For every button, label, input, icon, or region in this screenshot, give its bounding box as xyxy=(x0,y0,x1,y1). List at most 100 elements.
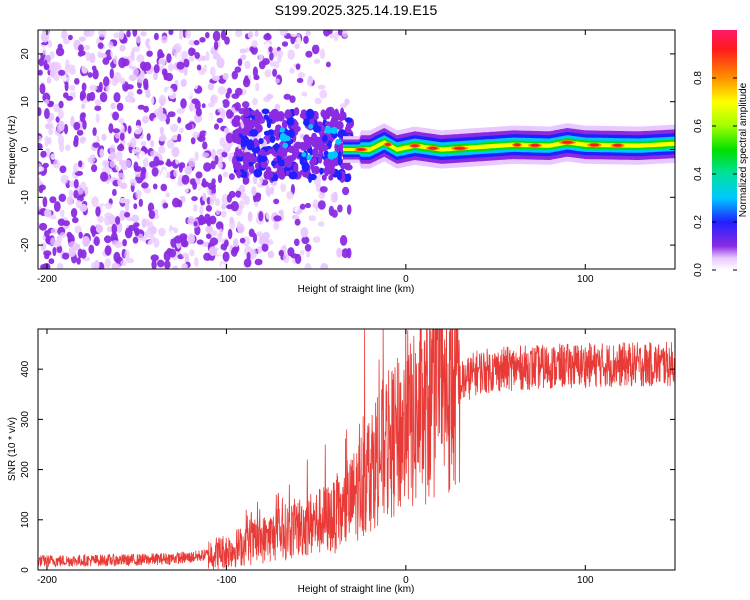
spectrogram-noise-blob xyxy=(116,84,124,94)
spectrogram-noise-blob xyxy=(101,133,107,141)
spectrogram-noise-blob xyxy=(208,246,218,257)
spectrogram-cluster-blob xyxy=(345,161,351,169)
spectrogram-noise-blob xyxy=(97,215,104,223)
spectrogram-noise-blob xyxy=(238,184,246,194)
spectrogram-ridge-peak-core xyxy=(384,142,391,146)
spectrogram-noise-blob xyxy=(153,156,160,167)
spectrogram-noise-blob xyxy=(258,53,264,62)
spectrogram-ridge-peak-core xyxy=(513,143,521,147)
spectrogram-noise-blob xyxy=(72,217,79,224)
spectrogram-noise-blob xyxy=(189,102,194,112)
spectrogram-noise-blob xyxy=(168,30,174,36)
spectrogram-cluster-blob xyxy=(288,171,298,180)
spectrogram-noise-blob xyxy=(317,84,326,90)
spectrogram-noise-blob xyxy=(113,251,121,263)
spectrogram-noise-blob xyxy=(166,87,174,96)
spectrogram-noise-blob xyxy=(200,30,205,37)
spectrogram-cluster-blob xyxy=(304,140,312,150)
spectrogram-cluster-blob xyxy=(271,160,276,167)
snr-y-tick-label: 300 xyxy=(20,411,31,428)
spectrogram-noise-blob xyxy=(188,157,196,168)
spectrogram-noise-blob xyxy=(85,51,91,62)
spectrogram-noise-blob xyxy=(281,41,289,47)
spectrogram-noise-blob xyxy=(327,30,333,35)
spectrogram-noise-blob xyxy=(268,46,273,53)
spectrogram-noise-blob xyxy=(101,205,107,214)
spectrogram-ridge-peak-core xyxy=(428,146,438,150)
spectrogram-noise-blob xyxy=(206,64,211,75)
spectrogram-cluster-blob xyxy=(323,111,330,119)
spectrogram-noise-blob xyxy=(307,75,314,85)
spectrogram-noise-blob xyxy=(191,48,196,55)
spectrogram-cluster-peak xyxy=(330,126,338,135)
spectrogram-noise-blob xyxy=(112,188,117,197)
spectrogram-noise-blob xyxy=(221,99,230,108)
spectrogram-noise-blob xyxy=(295,37,302,44)
colorbar-tick-label: 0.0 xyxy=(693,263,704,277)
spectrogram-ridge-peak-core xyxy=(453,146,466,150)
spectrogram-noise-blob xyxy=(262,237,270,244)
spectrogram-noise-blob xyxy=(312,260,319,265)
spectrogram-x-ticks: -200 -100 0 100 xyxy=(37,30,594,285)
spectrogram-noise-blob xyxy=(239,48,247,54)
spectrogram-cluster-peak xyxy=(282,142,289,149)
spectrogram-cluster-blob xyxy=(235,170,242,177)
spectrogram-noise-blob xyxy=(78,160,83,168)
spectrogram-cluster-blob xyxy=(267,148,275,154)
spectrogram-cluster-blob xyxy=(321,174,327,181)
spectrogram-cluster-blob xyxy=(260,155,268,162)
spectrogram-noise-blob xyxy=(181,174,190,185)
spectrogram-cluster-peak xyxy=(331,151,338,159)
spectrogram-noise-blob xyxy=(261,58,270,65)
spectrogram-noise-blob xyxy=(178,163,183,173)
spectrogram-noise-blob xyxy=(179,127,184,133)
spectrogram-noise-blob xyxy=(218,161,223,170)
spectrogram-noise-blob xyxy=(341,30,348,38)
spectrogram-noise-blob xyxy=(194,100,201,110)
spectrogram-noise-blob xyxy=(312,34,320,46)
spectrogram-cluster-peak xyxy=(335,138,342,145)
spectrogram-noise-blob xyxy=(249,82,256,91)
spectrogram-noise-blob xyxy=(134,170,141,178)
spectrogram-cluster-blob xyxy=(286,117,295,126)
spectrogram-noise-blob xyxy=(132,68,139,76)
spectrogram-noise-blob xyxy=(157,259,165,268)
spectrogram-noise-blob xyxy=(113,55,118,65)
spectrogram-noise-blob xyxy=(142,157,149,168)
spectrogram-cluster-blob xyxy=(263,130,270,136)
snr-x-tick-label: -100 xyxy=(216,575,236,586)
spectrogram-noise-blob xyxy=(320,262,329,269)
spectrogram-noise-blob xyxy=(41,242,47,250)
spectrogram-noise-blob xyxy=(308,207,317,216)
spectrogram-noise-blob xyxy=(89,52,96,64)
spectrogram-noise-blob xyxy=(138,151,146,161)
spectrogram-noise-blob xyxy=(177,116,182,124)
spectrogram-noise-blob xyxy=(77,188,84,195)
spectrogram-noise-blob xyxy=(130,60,138,67)
spectrogram-noise-blob xyxy=(103,76,110,87)
spectrogram-noise-blob xyxy=(294,253,302,265)
spectrogram-noise-blob xyxy=(254,201,259,208)
colorbar-tick-label: 0.4 xyxy=(693,167,704,181)
spectrogram-noise-blob xyxy=(73,138,79,148)
spectrogram-noise-blob xyxy=(346,204,352,215)
spectrogram-noise-blob xyxy=(38,186,44,194)
colorbar-ticks: 0.0 0.2 0.4 0.6 0.8 xyxy=(693,71,737,277)
spectrogram-noise-blob xyxy=(191,196,198,202)
spectrogram-noise-blob xyxy=(182,187,189,194)
spectrogram-cluster-blob xyxy=(341,111,347,121)
spectrogram-noise-blob xyxy=(143,188,151,194)
spectrogram-noise-blob xyxy=(57,134,65,146)
spectrogram-noise-blob xyxy=(207,83,214,91)
spectrogram-noise-blob xyxy=(181,252,189,258)
spectrogram-noise-blob xyxy=(225,132,234,144)
spectrogram-noise-blob xyxy=(127,125,132,134)
spectrogram-noise-blob xyxy=(293,57,298,64)
spectrogram-cluster-blob xyxy=(293,162,299,174)
spectrogram-noise-blob xyxy=(254,30,259,37)
spectrogram-noise-blob xyxy=(221,151,228,158)
spectrogram-noise-blob xyxy=(91,226,96,238)
spectrogram-noise-blob xyxy=(173,188,182,196)
spectrogram-noise-blob xyxy=(185,30,192,39)
spectrogram-y-tick-label: -10 xyxy=(20,190,31,205)
